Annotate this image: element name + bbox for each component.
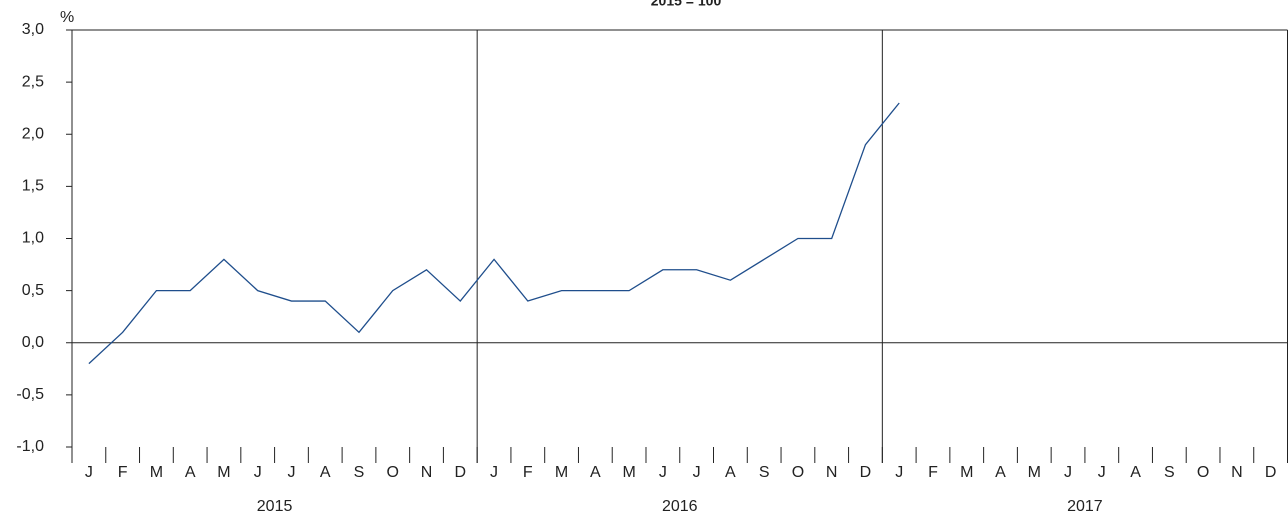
y-tick-label: -1,0 [16,438,44,455]
y-tick-label: 0,5 [22,282,44,299]
x-tick-label: J [287,464,295,481]
x-tick-label: J [85,464,93,481]
x-tick-label: M [1028,464,1041,481]
year-label: 2017 [1067,498,1103,515]
x-tick-label: M [150,464,163,481]
x-tick-label: F [928,464,938,481]
x-tick-label: F [118,464,128,481]
x-tick-label: M [555,464,568,481]
x-tick-label: O [1197,464,1209,481]
x-tick-label: S [759,464,770,481]
x-tick-label: J [490,464,498,481]
x-tick-label: J [1098,464,1106,481]
x-tick-label: S [354,464,365,481]
y-tick-label: 2,5 [22,73,44,90]
x-tick-label: M [622,464,635,481]
x-tick-label: J [254,464,262,481]
year-label: 2015 [257,498,293,515]
x-tick-label: D [455,464,467,481]
year-label: 2016 [662,498,698,515]
y-tick-label: 2,0 [22,125,44,142]
x-tick-label: N [421,464,433,481]
series-line [88,102,900,365]
chart-title: 2015 = 100 [651,0,722,9]
y-tick-label: 3,0 [22,21,44,38]
y-tick-label: 1,0 [22,230,44,247]
x-tick-label: S [1164,464,1175,481]
x-tick-label: A [590,464,601,481]
x-tick-label: N [1231,464,1243,481]
x-tick-label: O [387,464,399,481]
x-tick-label: O [792,464,804,481]
x-tick-label: A [725,464,736,481]
y-tick-label: 1,5 [22,178,44,195]
x-tick-label: J [895,464,903,481]
x-tick-label: N [826,464,838,481]
x-tick-label: D [1265,464,1277,481]
x-tick-label: M [217,464,230,481]
x-tick-label: F [523,464,533,481]
x-tick-label: J [693,464,701,481]
x-tick-label: A [995,464,1006,481]
x-tick-label: A [320,464,331,481]
x-tick-label: A [1130,464,1141,481]
x-tick-label: D [860,464,872,481]
x-tick-label: A [185,464,196,481]
x-tick-label: M [960,464,973,481]
x-tick-label: J [659,464,667,481]
y-tick-label: 0,0 [22,334,44,351]
y-tick-label: -0,5 [16,386,44,403]
x-tick-label: J [1064,464,1072,481]
y-axis-label: % [60,9,74,26]
